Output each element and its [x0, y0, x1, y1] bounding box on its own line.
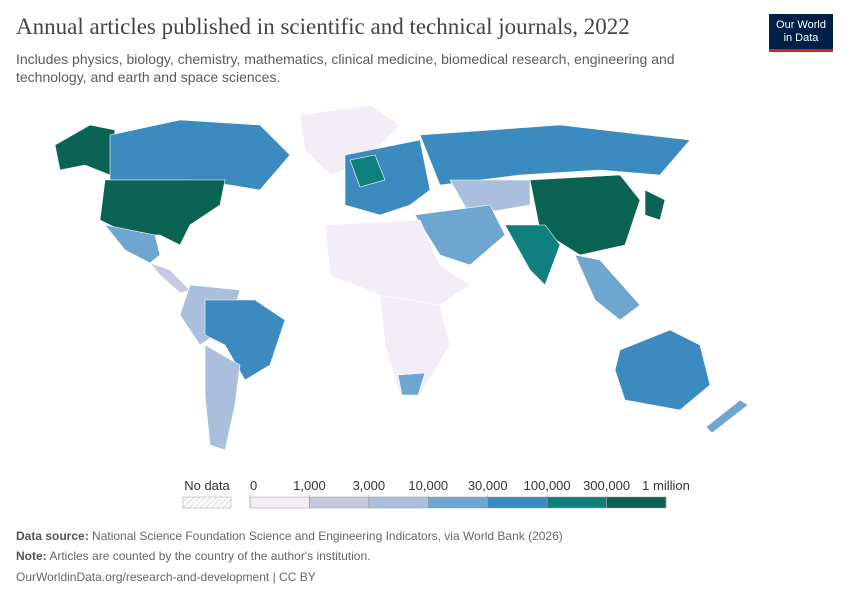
- legend-tick-label: 0: [250, 478, 257, 493]
- south-africa: [397, 372, 426, 396]
- central-america: [149, 262, 191, 294]
- south-america-south: [204, 344, 241, 451]
- legend-swatch: [546, 496, 607, 509]
- legend-tick-label: 300,000: [583, 478, 630, 493]
- japan: [644, 189, 666, 221]
- no-data-swatch: [182, 496, 232, 509]
- subtitle: Includes physics, biology, chemistry, ma…: [16, 51, 675, 85]
- source: Data source: National Science Foundation…: [16, 529, 563, 543]
- legend-tick-label: 3,000: [353, 478, 386, 493]
- world-map: [54, 104, 749, 451]
- logo[interactable]: Our World in Data: [769, 14, 833, 52]
- title: Annual articles published in scientific …: [16, 14, 630, 39]
- new-zealand: [705, 399, 749, 434]
- india: [504, 224, 561, 286]
- legend-swatch: [428, 496, 488, 509]
- central-asia: [449, 179, 531, 216]
- source-text: National Science Foundation Science and …: [92, 529, 563, 543]
- legend-swatch: [487, 496, 548, 509]
- africa-south: [379, 294, 451, 396]
- source-label: Data source:: [16, 529, 89, 543]
- legend-swatch: [368, 496, 429, 509]
- legend-tick-label: 1,000: [293, 478, 326, 493]
- logo-line: in Data: [783, 32, 819, 44]
- europe-core: [349, 154, 386, 188]
- usa: [99, 179, 226, 246]
- southeast-asia: [574, 254, 641, 321]
- note-label: Note:: [16, 549, 47, 563]
- legend-swatch: [606, 496, 667, 509]
- note-text: Articles are counted by the country of t…: [49, 549, 371, 563]
- middle-east: [414, 204, 506, 266]
- logo-line: Our World: [776, 19, 826, 31]
- mexico: [104, 224, 161, 264]
- link[interactable]: OurWorldinData.org/research-and-developm…: [16, 570, 316, 584]
- australia: [614, 329, 711, 411]
- legend: No data 0 1,000 3,000 10,000 30,000 100,000 300…: [182, 478, 690, 509]
- canada: [109, 119, 291, 191]
- legend-tick-label: 10,000: [408, 478, 448, 493]
- legend-tick-label: 1 million: [642, 478, 690, 493]
- legend-swatch: [309, 496, 370, 509]
- alaska: [54, 124, 116, 176]
- note: Note: Articles are counted by the countr…: [16, 549, 370, 563]
- brazil: [204, 299, 286, 381]
- legend-tick-label: 30,000: [468, 478, 508, 493]
- legend-tick-label: 100,000: [524, 478, 571, 493]
- no-data-label: No data: [184, 478, 230, 493]
- legend-swatch: [249, 496, 310, 509]
- russia: [419, 124, 691, 186]
